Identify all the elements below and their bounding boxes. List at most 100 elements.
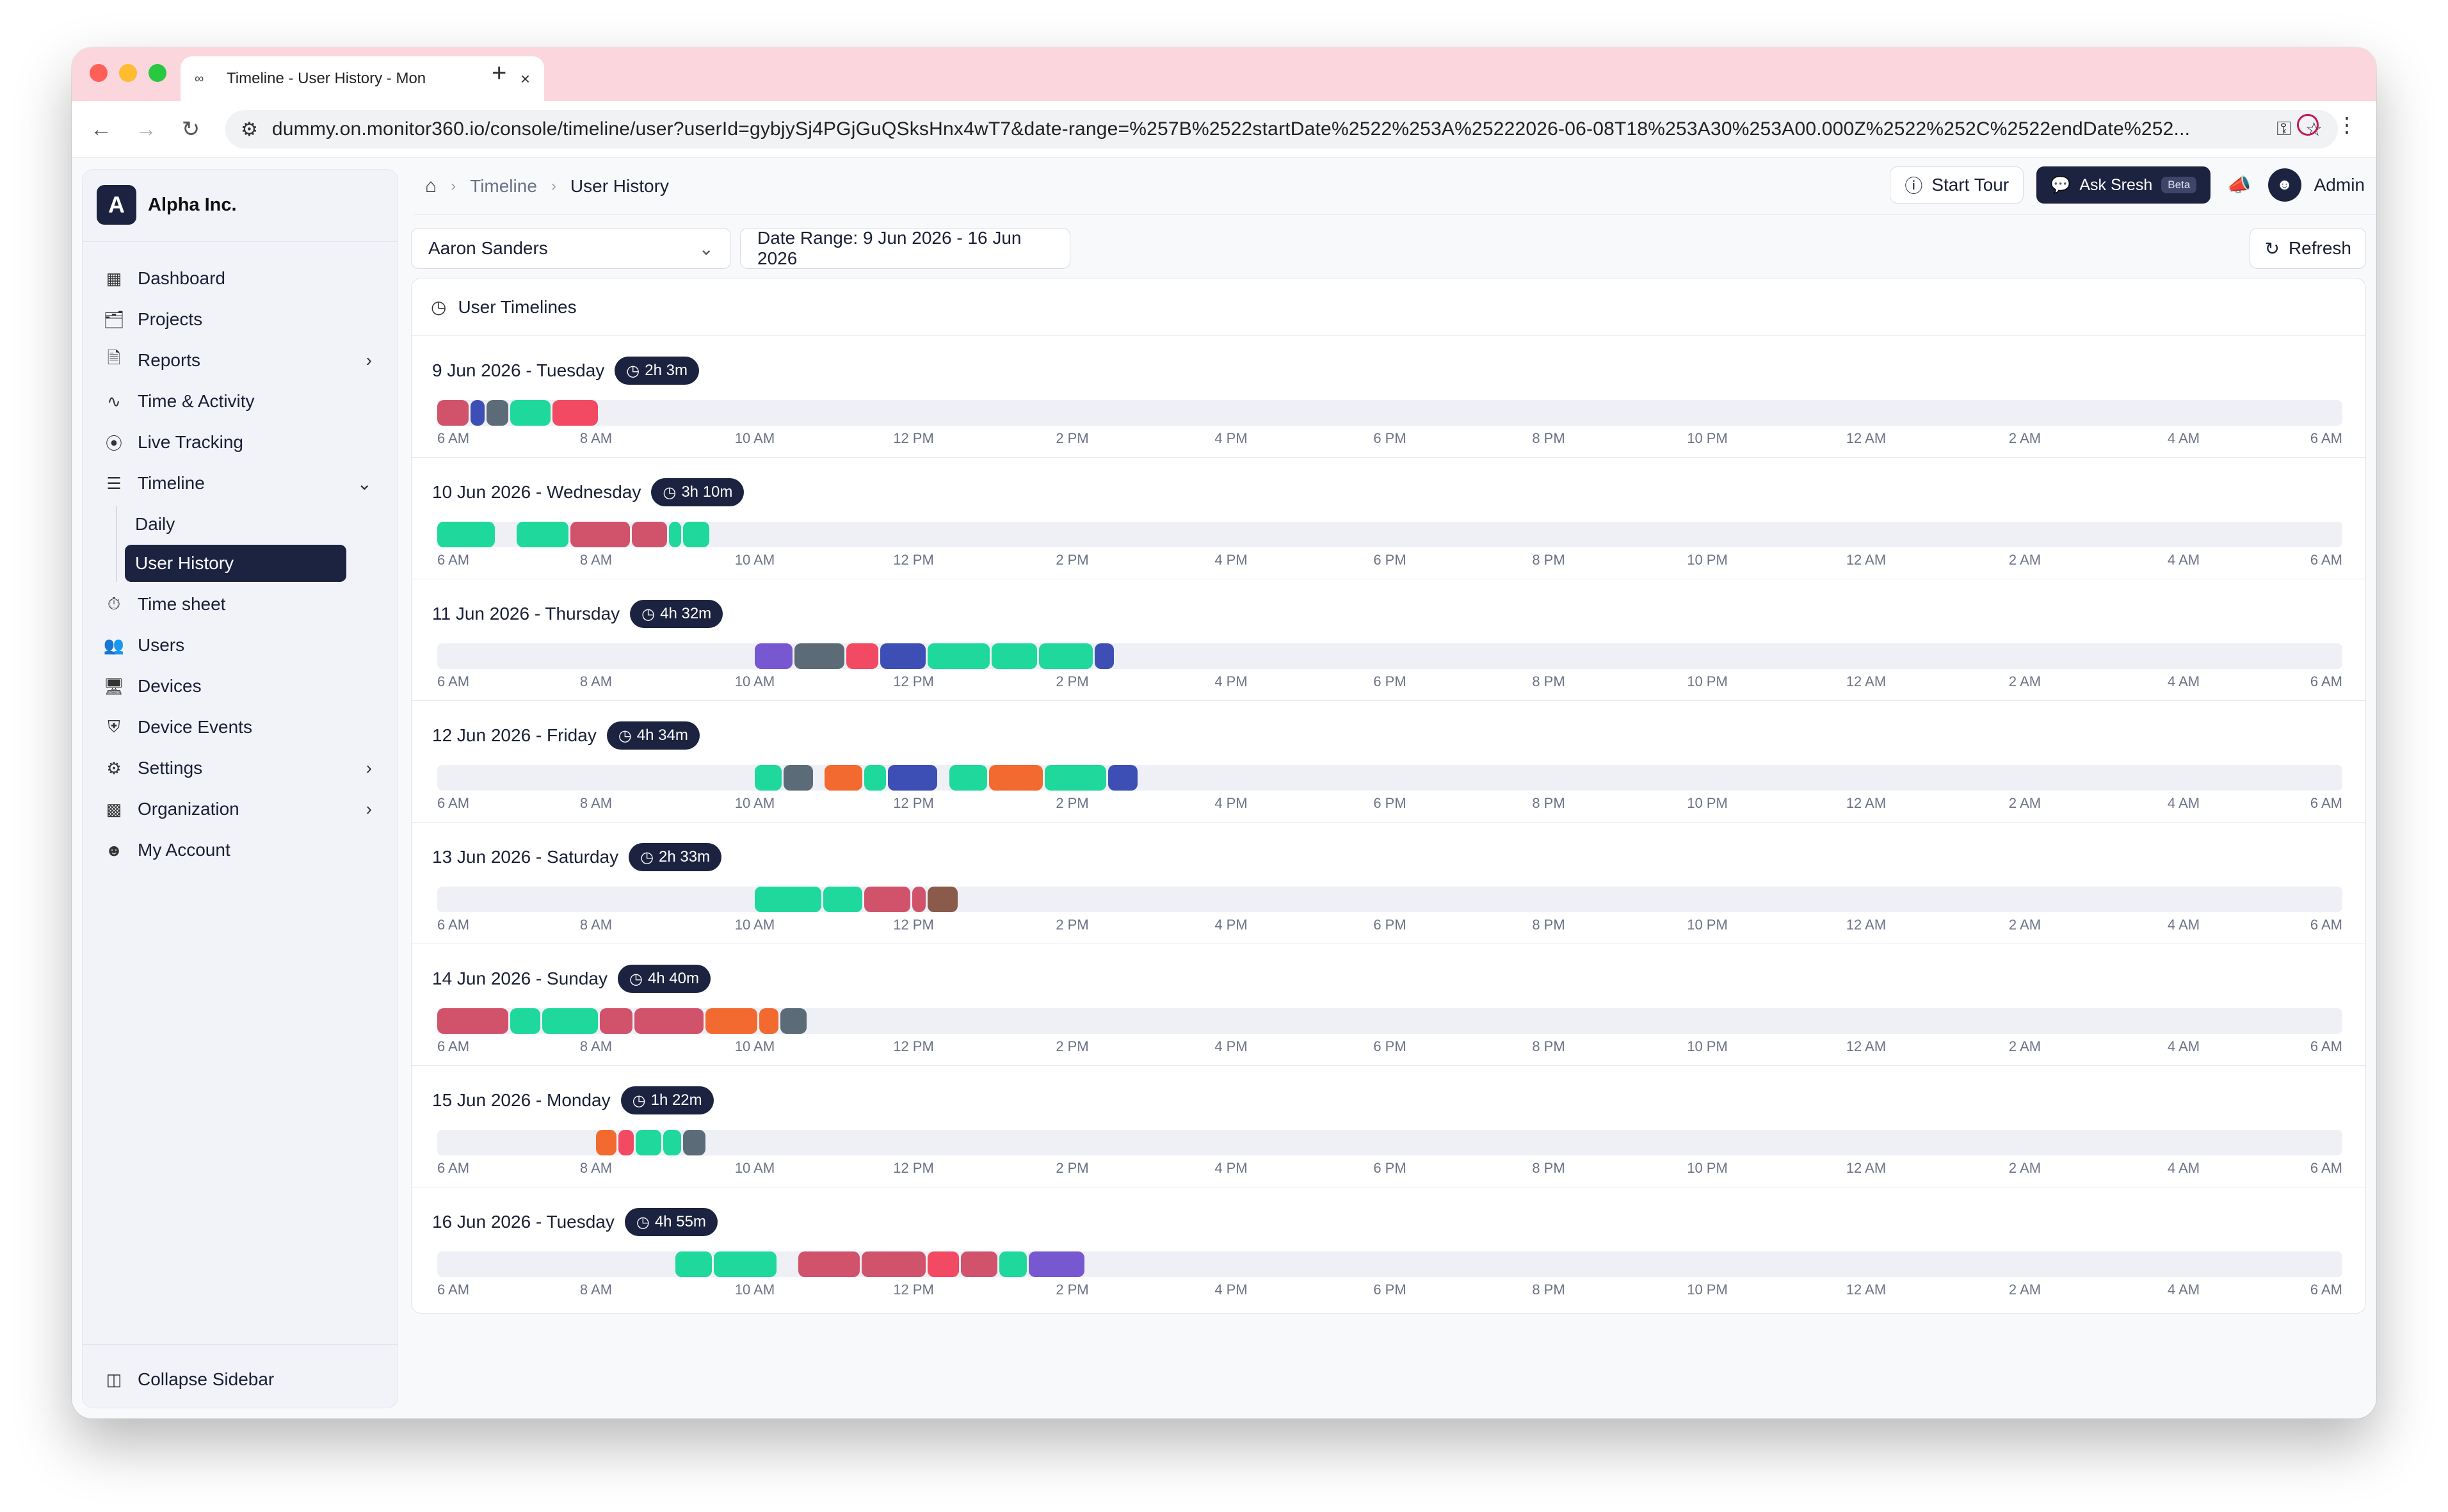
site-info-icon[interactable]: ⚙ xyxy=(241,118,258,140)
timeline-day-row: 12 Jun 2026 - Friday ◷ 4h 34m 6 AM 8 AM 10 AM… xyxy=(412,701,2365,823)
forward-icon[interactable]: → xyxy=(135,117,157,141)
activity-segment[interactable] xyxy=(755,765,782,791)
activity-segment[interactable] xyxy=(675,1251,712,1277)
activity-segment[interactable] xyxy=(1028,1251,1085,1277)
activity-segment[interactable] xyxy=(780,1008,807,1034)
activity-segment[interactable] xyxy=(600,1008,632,1034)
activity-segment[interactable] xyxy=(999,1251,1027,1277)
activity-segment[interactable] xyxy=(880,643,926,669)
activity-segment[interactable] xyxy=(705,1008,758,1034)
sidebar-item-users[interactable]: 👥 Users xyxy=(92,625,390,666)
activity-segment[interactable] xyxy=(486,400,509,426)
browser-tab[interactable]: ∞ Timeline - User History - Mon × xyxy=(181,56,544,101)
megaphone-icon[interactable]: 📣 xyxy=(2227,174,2251,196)
url-text[interactable]: dummy.on.monitor360.io/console/timeline/… xyxy=(271,118,2191,140)
avatar[interactable]: ☻ xyxy=(2267,168,2301,202)
activity-segment[interactable] xyxy=(683,522,709,547)
activity-segment[interactable] xyxy=(596,1130,616,1155)
user-name[interactable]: Admin xyxy=(2314,175,2365,195)
activity-segment[interactable] xyxy=(618,1130,634,1155)
browser-menu-icon[interactable]: ⋮ xyxy=(2337,113,2357,136)
minimize-window-button[interactable] xyxy=(119,64,137,82)
new-tab-button[interactable]: + xyxy=(492,59,507,87)
activity-segment[interactable] xyxy=(510,1008,540,1034)
activity-segment[interactable] xyxy=(570,522,630,547)
address-bar[interactable]: ⚙ dummy.on.monitor360.io/console/timelin… xyxy=(225,110,2338,149)
collapse-sidebar-button[interactable]: ◫ Collapse Sidebar xyxy=(103,1369,275,1390)
sidebar-item-reports[interactable]: 🗎 Reports › xyxy=(92,340,390,381)
breadcrumb-timeline-link[interactable]: Timeline xyxy=(470,176,537,196)
activity-segment[interactable] xyxy=(542,1008,599,1034)
activity-segment[interactable] xyxy=(949,765,987,791)
activity-segment[interactable] xyxy=(825,765,863,791)
activity-segment[interactable] xyxy=(663,1130,682,1155)
profile-icon[interactable] xyxy=(2297,114,2319,136)
activity-segment[interactable] xyxy=(437,1008,509,1034)
sidebar-item-user-history[interactable]: User History xyxy=(125,545,346,582)
user-icon: ☻ xyxy=(105,840,123,860)
activity-segment[interactable] xyxy=(961,1251,997,1277)
activity-segment[interactable] xyxy=(1038,643,1093,669)
ask-sresh-button[interactable]: 💬 Ask Sresh Beta xyxy=(2036,166,2211,204)
activity-segment[interactable] xyxy=(517,522,569,547)
activity-segment[interactable] xyxy=(755,643,793,669)
activity-segment[interactable] xyxy=(636,1130,662,1155)
activity-segment[interactable] xyxy=(823,887,863,912)
activity-segment[interactable] xyxy=(437,522,495,547)
sidebar-item-live-tracking[interactable]: ⦿ Live Tracking xyxy=(92,422,390,463)
sidebar-item-devices[interactable]: 🖥 Devices xyxy=(92,666,390,707)
activity-segment[interactable] xyxy=(683,1130,705,1155)
activity-segment[interactable] xyxy=(798,1251,860,1277)
activity-segment[interactable] xyxy=(713,1251,777,1277)
back-icon[interactable]: ← xyxy=(90,117,112,141)
date-range-button[interactable]: Date Range: 9 Jun 2026 - 16 Jun 2026 xyxy=(740,228,1070,269)
close-window-button[interactable] xyxy=(90,64,108,82)
activity-segment[interactable] xyxy=(888,765,937,791)
user-select[interactable]: Aaron Sanders ⌄ xyxy=(411,228,731,269)
sidebar-item-time-activity[interactable]: ∿ Time & Activity xyxy=(92,381,390,422)
activity-segment[interactable] xyxy=(510,400,551,426)
home-icon[interactable]: ⌂ xyxy=(425,175,437,197)
activity-segment[interactable] xyxy=(864,887,910,912)
activity-segment[interactable] xyxy=(634,1008,704,1034)
activity-segment[interactable] xyxy=(631,522,668,547)
activity-segment[interactable] xyxy=(991,643,1037,669)
activity-segment[interactable] xyxy=(759,1008,778,1034)
sidebar-item-settings[interactable]: ⚙ Settings › xyxy=(92,748,390,789)
reload-icon[interactable]: ↻ xyxy=(181,117,200,141)
activity-segment[interactable] xyxy=(864,765,887,791)
card-header: ◷ User Timelines xyxy=(412,278,2365,336)
sidebar-item-organization[interactable]: ▩ Organization › xyxy=(92,789,390,830)
activity-segment[interactable] xyxy=(783,765,814,791)
activity-segment[interactable] xyxy=(928,887,958,912)
sidebar-item-my-account[interactable]: ☻ My Account xyxy=(92,830,390,871)
activity-segment[interactable] xyxy=(846,643,878,669)
activity-segment[interactable] xyxy=(1044,765,1106,791)
org-switcher[interactable]: A Alpha Inc. xyxy=(97,185,237,225)
sidebar-item-daily[interactable]: Daily xyxy=(135,514,175,534)
activity-segment[interactable] xyxy=(552,400,599,426)
activity-segment[interactable] xyxy=(755,887,821,912)
activity-segment[interactable] xyxy=(437,400,469,426)
activity-segment[interactable] xyxy=(1094,643,1115,669)
start-tour-button[interactable]: ⓘ Start Tour xyxy=(1890,166,2024,204)
close-tab-icon[interactable]: × xyxy=(520,68,530,88)
sidebar-item-device-events[interactable]: ⛨ Device Events xyxy=(92,707,390,748)
sidebar-item-dashboard[interactable]: ▦ Dashboard xyxy=(92,258,390,299)
activity-segment[interactable] xyxy=(912,887,926,912)
maximize-window-button[interactable] xyxy=(149,64,166,82)
activity-segment[interactable] xyxy=(862,1251,926,1277)
activity-segment[interactable] xyxy=(669,522,682,547)
activity-segment[interactable] xyxy=(1107,765,1138,791)
sidebar-item-timeline[interactable]: ☰ Timeline ⌄ xyxy=(92,463,390,504)
sidebar-item-time-sheet[interactable]: ⏱ Time sheet xyxy=(92,584,390,625)
time-tick-label: 4 AM xyxy=(2167,1282,2200,1298)
activity-segment[interactable] xyxy=(928,1251,960,1277)
refresh-button[interactable]: ↻ Refresh xyxy=(2250,228,2366,269)
password-key-icon[interactable]: ⚿ xyxy=(2276,118,2292,140)
activity-segment[interactable] xyxy=(471,400,485,426)
activity-segment[interactable] xyxy=(928,643,990,669)
activity-segment[interactable] xyxy=(988,765,1043,791)
activity-segment[interactable] xyxy=(794,643,844,669)
sidebar-item-projects[interactable]: 🗂 Projects xyxy=(92,299,390,340)
